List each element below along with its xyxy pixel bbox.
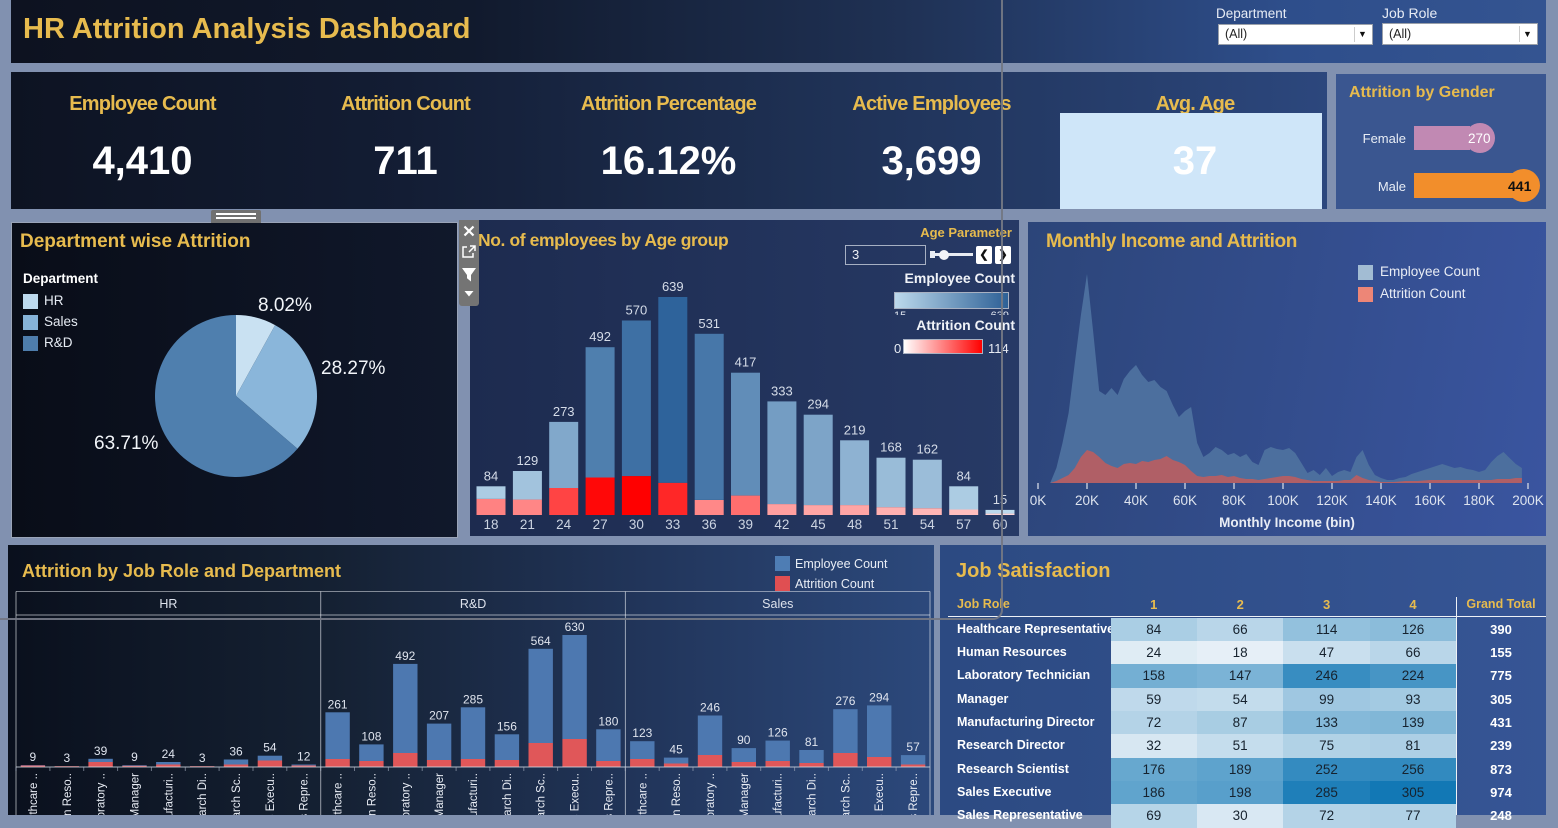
svg-text:564: 564 xyxy=(531,634,551,648)
svg-text:Research Sc..: Research Sc.. xyxy=(231,773,243,815)
svg-text:Research Di..: Research Di.. xyxy=(197,773,209,815)
svg-text:36: 36 xyxy=(229,745,243,759)
svg-text:24: 24 xyxy=(162,747,176,761)
svg-text:Healthcare ..: Healthcare .. xyxy=(28,773,40,815)
svg-text:3: 3 xyxy=(199,751,206,765)
svg-text:Human Reso..: Human Reso.. xyxy=(366,773,378,815)
svg-text:261: 261 xyxy=(328,697,348,711)
svg-text:90: 90 xyxy=(737,733,751,747)
svg-text:492: 492 xyxy=(395,649,415,663)
svg-text:45: 45 xyxy=(669,743,683,757)
svg-text:81: 81 xyxy=(805,735,819,749)
svg-text:Human Reso..: Human Reso.. xyxy=(671,773,683,815)
svg-text:Research Di..: Research Di.. xyxy=(807,773,819,815)
svg-text:120K: 120K xyxy=(1316,493,1348,508)
svg-text:12: 12 xyxy=(297,750,311,764)
svg-text:Laboratory ..: Laboratory .. xyxy=(400,773,412,815)
svg-text:39: 39 xyxy=(94,744,108,758)
svg-text:3: 3 xyxy=(63,751,70,765)
svg-text:126: 126 xyxy=(768,726,788,740)
svg-text:Human Reso..: Human Reso.. xyxy=(62,773,74,815)
svg-text:Sales Execu..: Sales Execu.. xyxy=(265,773,277,815)
svg-text:Manufacturi..: Manufacturi.. xyxy=(773,773,785,815)
svg-text:285: 285 xyxy=(463,692,483,706)
svg-text:57: 57 xyxy=(906,740,920,754)
svg-text:276: 276 xyxy=(835,694,855,708)
svg-text:Healthcare ..: Healthcare .. xyxy=(333,773,345,815)
svg-text:156: 156 xyxy=(497,719,517,733)
svg-text:Manager: Manager xyxy=(739,773,751,815)
svg-text:Research Sc..: Research Sc.. xyxy=(536,773,548,815)
svg-text:Sales Repre..: Sales Repre.. xyxy=(603,773,615,815)
svg-text:207: 207 xyxy=(429,709,449,723)
svg-text:Manufacturi..: Manufacturi.. xyxy=(163,773,175,815)
svg-text:Laboratory ..: Laboratory .. xyxy=(705,773,717,815)
svg-text:9: 9 xyxy=(131,750,138,764)
svg-text:9: 9 xyxy=(30,750,37,764)
svg-text:160K: 160K xyxy=(1414,493,1446,508)
svg-text:40K: 40K xyxy=(1124,493,1148,508)
svg-text:Sales Repre..: Sales Repre.. xyxy=(299,773,311,815)
svg-text:Research Di..: Research Di.. xyxy=(502,773,514,815)
svg-text:Laboratory ..: Laboratory .. xyxy=(96,773,108,815)
svg-text:54: 54 xyxy=(263,741,277,755)
svg-text:200K: 200K xyxy=(1512,493,1544,508)
svg-text:108: 108 xyxy=(361,729,381,743)
svg-text:20K: 20K xyxy=(1075,493,1099,508)
svg-text:123: 123 xyxy=(632,726,652,740)
svg-text:0K: 0K xyxy=(1030,493,1047,508)
svg-text:180: 180 xyxy=(598,714,618,728)
svg-text:630: 630 xyxy=(565,620,585,634)
svg-text:Research Sc..: Research Sc.. xyxy=(840,773,852,815)
svg-text:Manager: Manager xyxy=(130,773,142,815)
svg-text:294: 294 xyxy=(869,690,889,704)
svg-text:Sales Execu..: Sales Execu.. xyxy=(570,773,582,815)
svg-text:140K: 140K xyxy=(1365,493,1397,508)
svg-text:Manager: Manager xyxy=(434,773,446,815)
svg-text:246: 246 xyxy=(700,701,720,715)
svg-text:80K: 80K xyxy=(1222,493,1246,508)
svg-text:Sales Repre..: Sales Repre.. xyxy=(908,773,920,815)
svg-text:Manufacturi..: Manufacturi.. xyxy=(468,773,480,815)
svg-text:100K: 100K xyxy=(1267,493,1299,508)
svg-text:60K: 60K xyxy=(1173,493,1197,508)
svg-text:Sales Execu..: Sales Execu.. xyxy=(874,773,886,815)
svg-text:Healthcare ..: Healthcare .. xyxy=(637,773,649,815)
svg-text:180K: 180K xyxy=(1463,493,1495,508)
